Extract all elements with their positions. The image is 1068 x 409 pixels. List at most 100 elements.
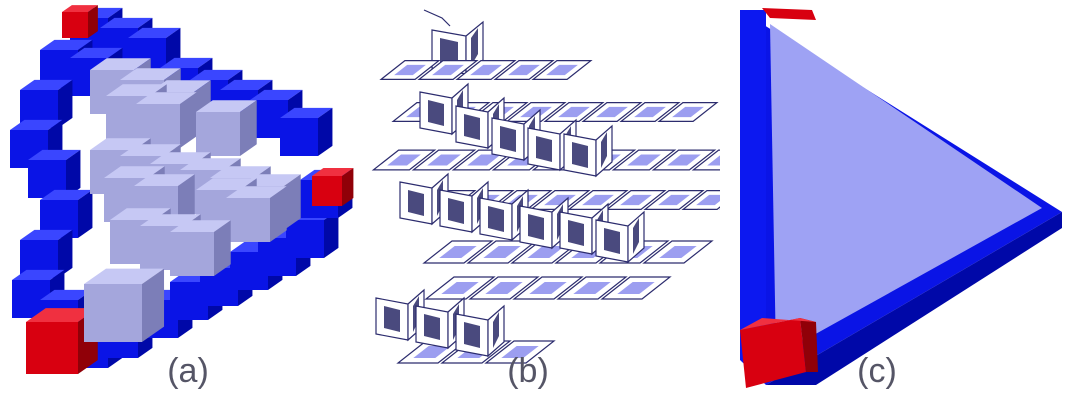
blue-cube-12-top — [28, 149, 81, 160]
lavender-cube-19-side — [142, 268, 165, 342]
tile-cube-3-front-inner — [536, 136, 552, 162]
tile-cube-12-front-inner — [424, 314, 440, 340]
tile-r0-0-inner — [394, 64, 426, 76]
tile-cube-top-front-inner — [440, 38, 458, 66]
lavender-cube-4-top — [136, 92, 197, 104]
tile-cube-4-front-inner — [572, 142, 588, 168]
lavender-cube-19-front — [84, 284, 142, 342]
blue-cube-9-side — [318, 107, 333, 156]
red-cube-top-top — [62, 5, 98, 12]
tile-r6-0-inner — [413, 345, 451, 359]
blue-cube-24-front — [286, 220, 324, 258]
blue-cube-14-front — [20, 240, 58, 278]
red-cube-top-front — [62, 12, 88, 38]
red-cube-right-side — [342, 168, 354, 206]
tile-r0-2-inner — [470, 64, 502, 76]
blue-cube-14-top — [20, 229, 73, 240]
lavender-cube-18-front — [170, 232, 214, 276]
tile-cube-7-front-inner — [488, 206, 504, 232]
tile-r5-0-inner — [441, 281, 479, 295]
red-cube-top-side — [88, 5, 98, 39]
tile-cube-10-side-inner — [633, 218, 639, 254]
lavender-cube-15-front — [226, 198, 270, 242]
tile-cube-8-front-inner — [528, 214, 544, 240]
caption-a: (a) — [167, 352, 209, 390]
lavender-cube-18-top — [170, 220, 231, 232]
triangle-face — [770, 24, 1042, 356]
blue-cube-6-top — [190, 69, 243, 80]
blue-cube-14-side — [58, 229, 73, 278]
tile-r5-3-inner — [573, 281, 611, 295]
lavender-cube-15-side — [270, 186, 287, 242]
tile-r4-0-inner — [439, 245, 477, 259]
red-corner-bottom-face — [740, 318, 806, 388]
tile-r0-3-inner — [508, 64, 540, 76]
blue-cube-11-top — [10, 119, 63, 130]
blue-cube-3-top — [40, 39, 93, 50]
lavender-cube-19-top — [84, 268, 165, 284]
tile-r3-6-inner — [658, 194, 690, 206]
blue-cube-12-side — [66, 149, 81, 198]
lavender-cube-18-side — [214, 220, 231, 276]
tile-r1-5-inner — [596, 106, 628, 118]
blue-cube-4-top — [70, 47, 123, 58]
panel-a-voxel-view: (a) — [0, 0, 360, 409]
tile-r2-0-inner — [387, 154, 421, 166]
tile-r2-2-inner — [467, 154, 501, 166]
blue-cube-10-front — [20, 90, 58, 128]
lavender-cube-14-top — [196, 178, 257, 190]
tile-cube-11-front-inner — [384, 306, 400, 332]
lavender-cube-0-top — [90, 58, 151, 70]
lavender-cube-4-side — [180, 92, 197, 148]
tile-cube-9-front-inner — [568, 220, 584, 246]
lavender-cube-12-top — [104, 166, 165, 178]
blue-cube-9-front — [280, 118, 318, 156]
tile-r0-4-inner — [546, 64, 578, 76]
tile-cube-5-front-inner — [408, 190, 424, 216]
tile-r6-2-inner — [501, 345, 539, 359]
panel-b-tile-view: (b) — [360, 0, 720, 409]
red-cube-right-front — [312, 176, 342, 206]
triangle-frame-shade — [766, 212, 1062, 385]
blue-cube-1-top — [100, 17, 153, 28]
blue-cube-13-side — [78, 189, 93, 238]
tile-r3-7-inner — [696, 194, 720, 206]
tile-cube-13-side-inner — [493, 312, 499, 348]
tile-cube-2-front-inner — [500, 126, 516, 152]
tile-cube-10-front-inner — [604, 228, 620, 254]
blue-cube-10-side — [58, 79, 73, 128]
lavender-cube-5-top — [196, 100, 257, 112]
panel-c-triangle-view: (c) — [720, 0, 1068, 409]
blue-cube-3-front — [40, 50, 78, 88]
triangle-left-edge — [740, 10, 766, 385]
lavender-cube-15-top — [226, 186, 287, 198]
red-corner-bottom-side — [800, 318, 818, 372]
tile-r1-3-inner — [520, 106, 552, 118]
tile-grid-stem — [423, 9, 451, 27]
tile-r3-5-inner — [620, 194, 652, 206]
lavender-cube-1-top — [120, 68, 181, 80]
blue-cube-13-top — [40, 189, 93, 200]
lavender-cube-5-side — [240, 100, 257, 156]
tile-cube-1-front-inner — [464, 114, 480, 140]
tile-r5-2-inner — [529, 281, 567, 295]
red-corner-bottom-top — [740, 318, 816, 330]
blue-cube-21-front — [200, 268, 238, 306]
tile-r1-6-inner — [634, 106, 666, 118]
blue-cube-8-front — [250, 100, 288, 138]
caption-c: (c) — [857, 352, 897, 390]
blue-cube-7-top — [220, 79, 273, 90]
blue-cube-2-top — [128, 27, 181, 38]
tile-r5-1-inner — [485, 281, 523, 295]
tile-cube-top-side-inner — [471, 28, 478, 66]
triangle-prism-diagram — [740, 8, 1062, 388]
blue-cube-5-top — [160, 57, 213, 68]
tile-r1-4-inner — [558, 106, 590, 118]
lavender-cube-7-top — [120, 144, 181, 156]
lavender-cube-11-side — [284, 174, 301, 230]
tile-r1-7-inner — [672, 106, 704, 118]
blue-cube-15-top — [12, 269, 65, 280]
tile-r3-4-inner — [582, 194, 614, 206]
voxel-cube-diagram — [10, 5, 354, 374]
tile-cube-0-front-inner — [428, 100, 444, 126]
